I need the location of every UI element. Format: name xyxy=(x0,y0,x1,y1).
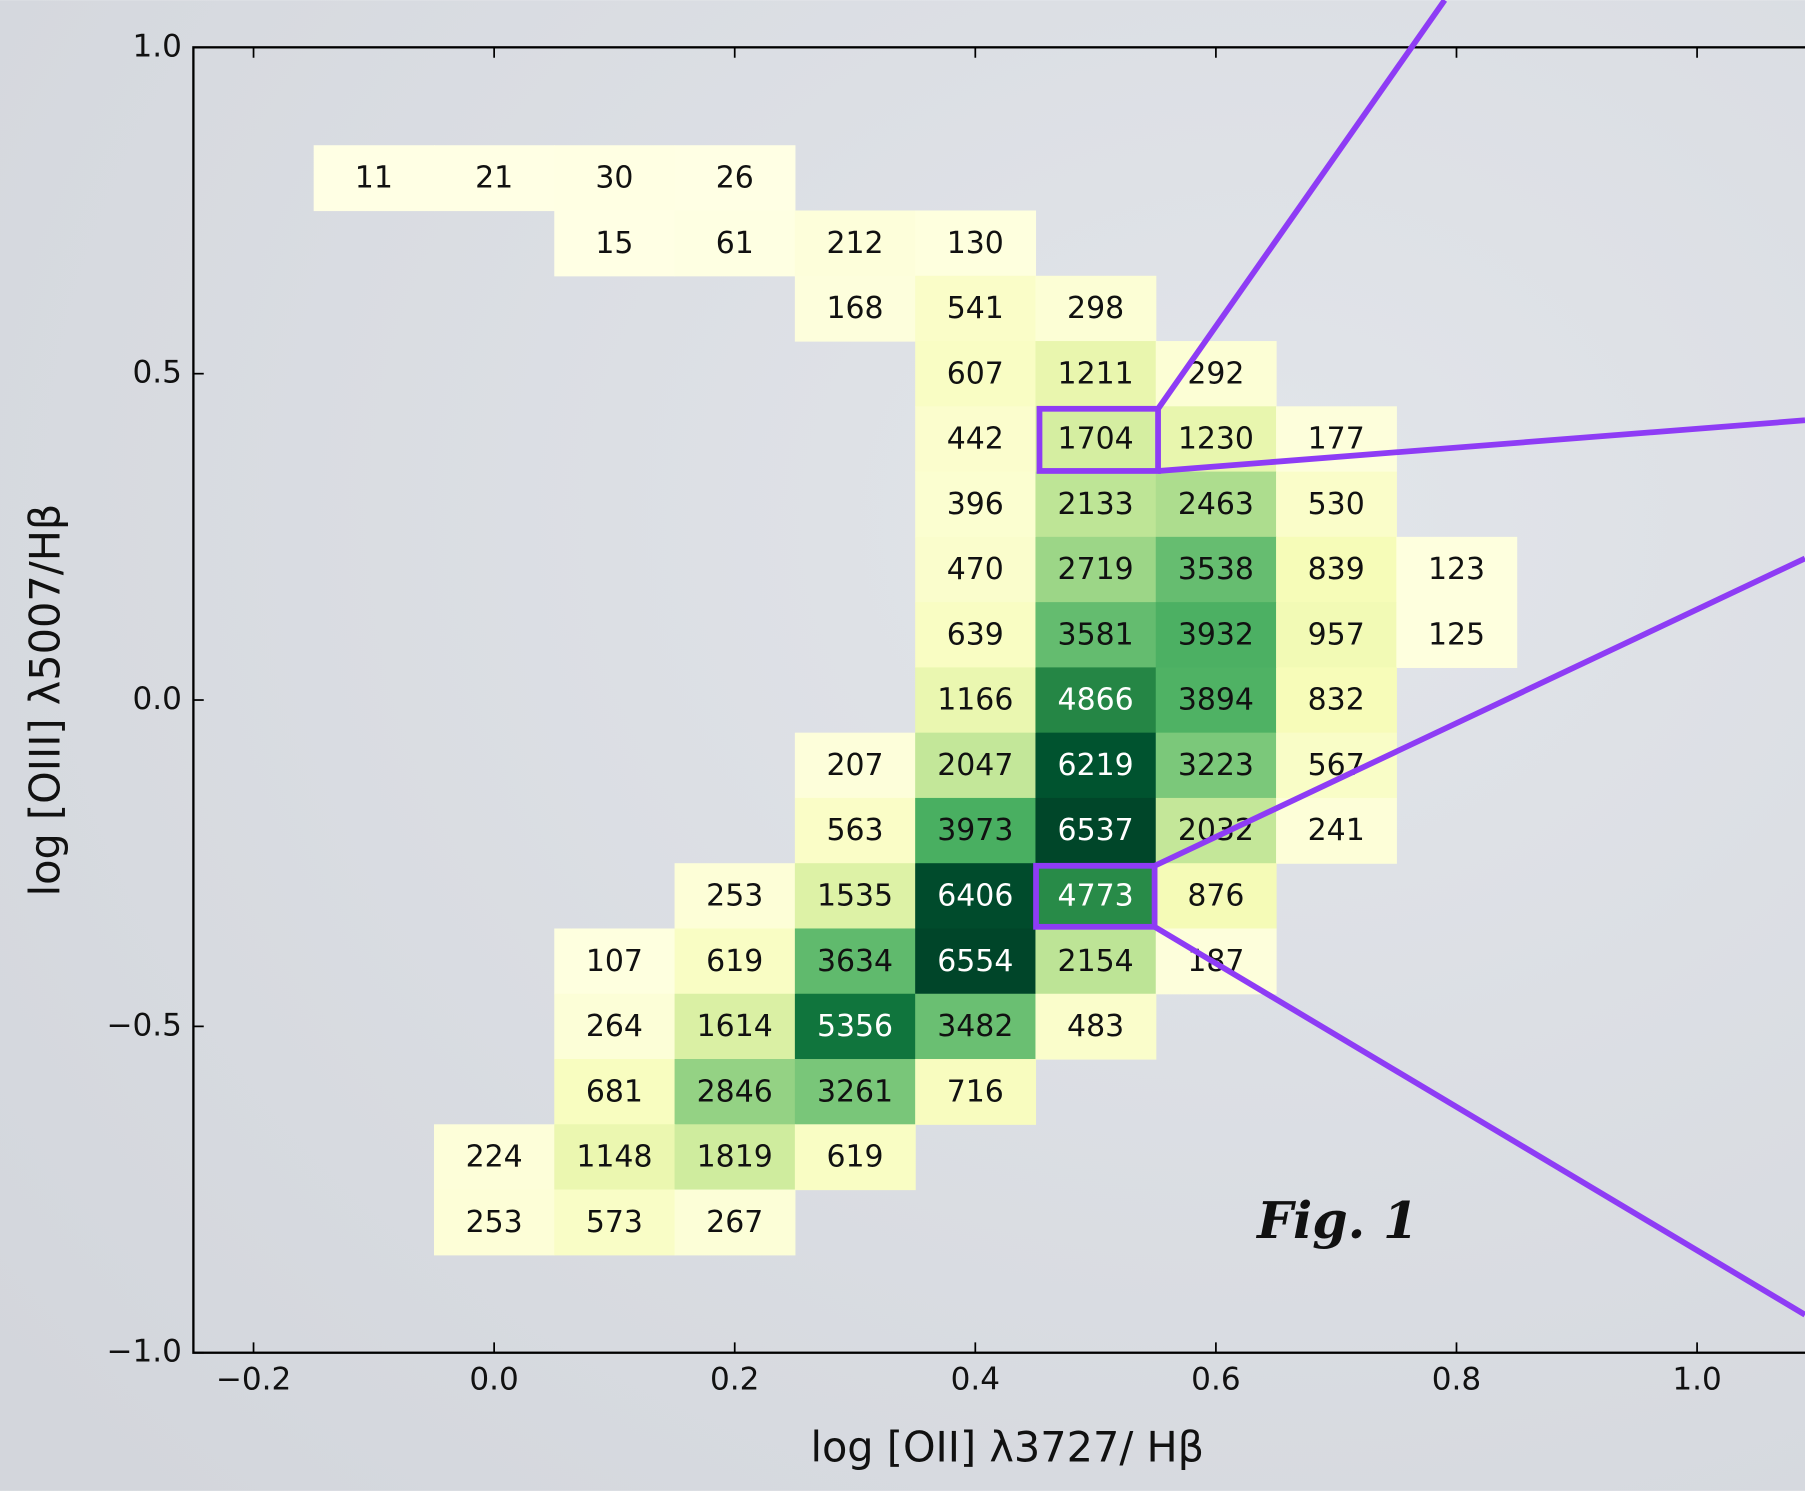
cell-label: 563 xyxy=(826,813,883,848)
cell-label: 716 xyxy=(947,1074,1004,1109)
cell-label: 1535 xyxy=(817,878,893,913)
y-axis-label: log [OIII] λ5007/Hβ xyxy=(21,504,69,897)
cell-label: 61 xyxy=(716,226,754,261)
cell-label: 4866 xyxy=(1058,683,1134,718)
cell-label: 3223 xyxy=(1178,748,1254,783)
chart: 11 21 30 26 15 61 212 130 168 541 298 607 1211 292 442… xyxy=(0,0,1805,1491)
cell-label: 619 xyxy=(706,944,763,979)
cell-label: 1166 xyxy=(937,683,1013,718)
cell-label: 6219 xyxy=(1058,748,1134,783)
cell-label: 168 xyxy=(826,291,883,326)
cell-label: 3261 xyxy=(817,1074,893,1109)
cell-label: 130 xyxy=(947,226,1004,261)
cell-label: 607 xyxy=(947,356,1004,391)
cell-label: 6537 xyxy=(1058,813,1134,848)
cell-label: 3634 xyxy=(817,944,893,979)
x-tick-label: −0.2 xyxy=(216,1361,291,1397)
cell-label: 212 xyxy=(826,226,883,261)
cell-label: 1614 xyxy=(697,1009,773,1044)
x-tick-label: 0.8 xyxy=(1432,1361,1481,1397)
cell-label: 2846 xyxy=(697,1074,773,1109)
cell-label: 483 xyxy=(1067,1009,1124,1044)
cell-label: 26 xyxy=(716,161,754,196)
cell-label: 5356 xyxy=(817,1009,893,1044)
x-tick-label: 0.0 xyxy=(469,1361,518,1397)
cell-label: 2154 xyxy=(1058,944,1134,979)
x-tick-label: 0.2 xyxy=(710,1361,759,1397)
cell-label: 298 xyxy=(1067,291,1124,326)
x-axis-label: log [OII] λ3727/ Hβ xyxy=(810,1424,1204,1472)
cell-label: 253 xyxy=(466,1205,523,1240)
cell-label: 224 xyxy=(466,1140,523,1175)
cell-label: 207 xyxy=(826,748,883,783)
cell-label: 573 xyxy=(586,1205,643,1240)
cell-label: 2047 xyxy=(937,748,1013,783)
annotation: Fig. 1 xyxy=(1255,1190,1418,1250)
cell-label: 681 xyxy=(586,1074,643,1109)
cell-label: 267 xyxy=(706,1205,763,1240)
cell-label: 619 xyxy=(826,1140,883,1175)
cell-label: 1148 xyxy=(576,1140,652,1175)
cell-label: 1230 xyxy=(1178,422,1254,457)
cell-label: 6554 xyxy=(937,944,1013,979)
cell-label: 3894 xyxy=(1178,683,1254,718)
y-tick-label: 0.5 xyxy=(132,355,181,391)
cell-label: 2133 xyxy=(1058,487,1134,522)
cell-label: 1211 xyxy=(1058,356,1134,391)
cell-label: 4773 xyxy=(1058,878,1134,913)
cell-label: 292 xyxy=(1187,356,1244,391)
cell-label: 3581 xyxy=(1058,617,1134,652)
cell-label: 6406 xyxy=(937,878,1013,913)
cell-label: 3973 xyxy=(937,813,1013,848)
cell-label: 123 xyxy=(1428,552,1485,587)
x-tick-label: 0.4 xyxy=(951,1361,1000,1397)
cell-label: 2719 xyxy=(1058,552,1134,587)
y-tick-label: −1.0 xyxy=(106,1334,181,1370)
cell-label: 107 xyxy=(586,944,643,979)
cell-label: 957 xyxy=(1308,617,1365,652)
cell-label: 11 xyxy=(355,161,393,196)
cell-label: 1819 xyxy=(697,1140,773,1175)
cell-label: 3932 xyxy=(1178,617,1254,652)
cell-label: 839 xyxy=(1308,552,1365,587)
cell-label: 125 xyxy=(1428,617,1485,652)
cell-label: 2463 xyxy=(1178,487,1254,522)
cell-label: 832 xyxy=(1308,683,1365,718)
cell-label: 639 xyxy=(947,617,1004,652)
cell-label: 396 xyxy=(947,487,1004,522)
cell-label: 30 xyxy=(595,161,633,196)
cell-label: 3538 xyxy=(1178,552,1254,587)
cell-label: 253 xyxy=(706,878,763,913)
x-tick-label: 0.6 xyxy=(1191,1361,1240,1397)
cell-label: 530 xyxy=(1308,487,1365,522)
cell-label: 541 xyxy=(947,291,1004,326)
cell-label: 21 xyxy=(475,161,513,196)
y-tick-label: 1.0 xyxy=(132,28,181,64)
x-tick-label: 1.0 xyxy=(1672,1361,1721,1397)
cell-label: 3482 xyxy=(937,1009,1013,1044)
cell-label: 442 xyxy=(947,422,1004,457)
cell-label: 241 xyxy=(1308,813,1365,848)
cell-label: 15 xyxy=(595,226,633,261)
cell-label: 2032 xyxy=(1178,813,1254,848)
cell-label: 177 xyxy=(1308,422,1365,457)
cell-label: 876 xyxy=(1187,878,1244,913)
y-tick-label: 0.0 xyxy=(132,681,181,717)
cell-label: 470 xyxy=(947,552,1004,587)
y-tick-label: −0.5 xyxy=(106,1007,181,1043)
cell-label: 1704 xyxy=(1058,422,1134,457)
cell-label: 264 xyxy=(586,1009,643,1044)
